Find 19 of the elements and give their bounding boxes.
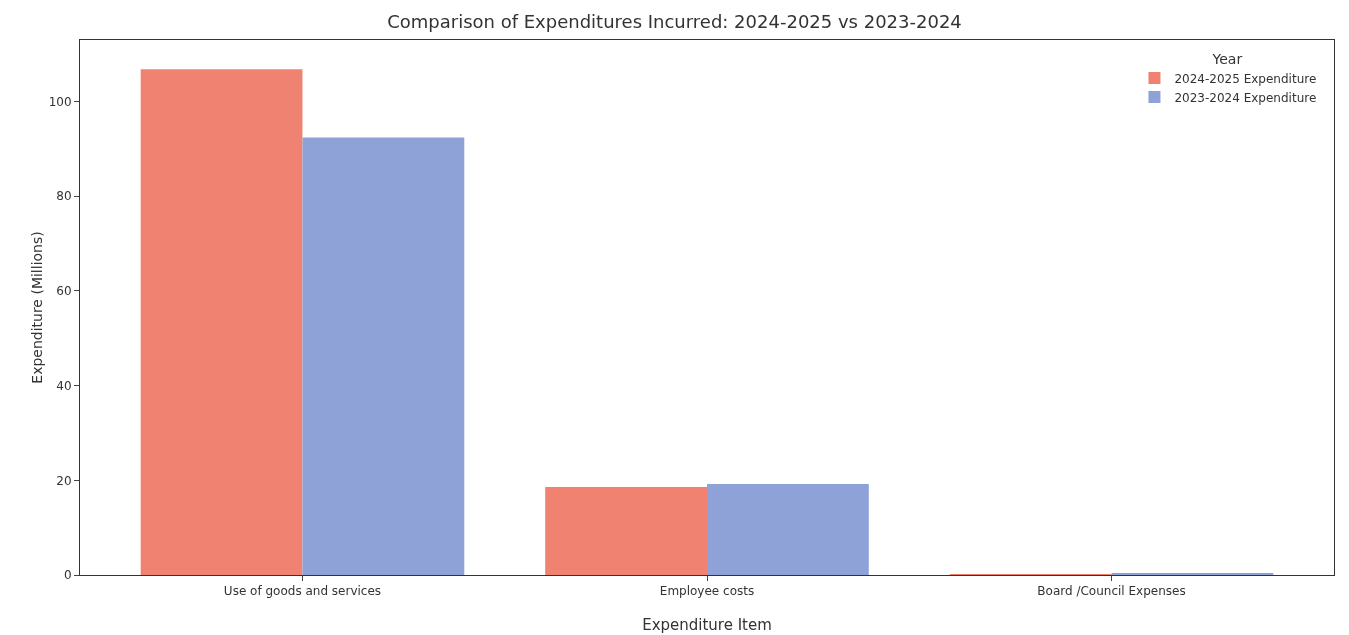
legend-label: 2024-2025 Expenditure	[1174, 71, 1317, 86]
y-tick-label: 20	[56, 473, 72, 488]
y-tick-label: 60	[56, 284, 72, 299]
bar	[302, 137, 465, 575]
y-axis-title: Expenditure (Millions)	[29, 231, 45, 384]
x-axis-title: Expenditure Item	[642, 616, 772, 634]
legend-label: 2023-2024 Expenditure	[1174, 90, 1317, 105]
y-tick-label: 40	[56, 378, 72, 393]
y-tick-label: 0	[63, 568, 72, 583]
chart-title: Comparison of Expenditures Incurred: 2024-2025 vs 2023-2024	[387, 11, 962, 33]
x-tick-label: Board /Council Expenses	[1037, 584, 1186, 599]
bar	[707, 484, 869, 575]
legend-title: Year	[1211, 50, 1243, 67]
y-tick-label: 80	[56, 189, 72, 204]
y-tick-label: 100	[48, 94, 72, 109]
bar	[140, 69, 303, 575]
bar	[545, 486, 707, 575]
x-tick-label: Employee costs	[659, 584, 755, 599]
x-tick-label: Use of goods and services	[223, 584, 382, 599]
